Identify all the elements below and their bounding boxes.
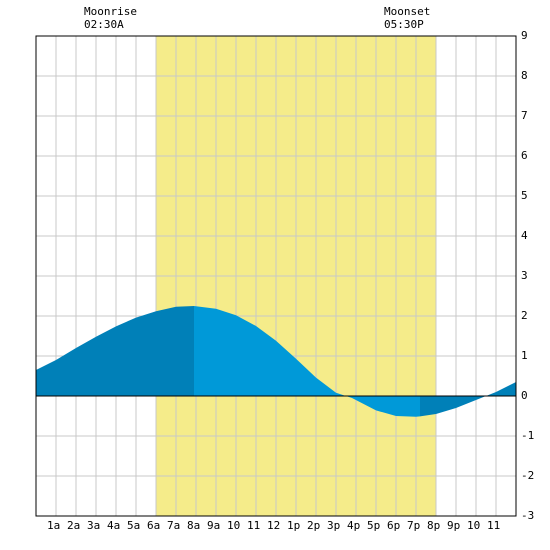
x-tick-label: 10 bbox=[467, 519, 481, 532]
x-tick-label: 12 bbox=[267, 519, 281, 532]
y-tick-label: 1 bbox=[521, 349, 528, 362]
tide-area-falling bbox=[194, 306, 420, 417]
y-tick-label: 5 bbox=[521, 189, 528, 202]
x-tick-label: 8p bbox=[427, 519, 441, 532]
x-tick-label: 7a bbox=[167, 519, 181, 532]
x-tick-label: 7p bbox=[407, 519, 421, 532]
x-tick-label: 11 bbox=[247, 519, 261, 532]
moonrise-time: 02:30A bbox=[84, 18, 124, 31]
x-tick-label: 8a bbox=[187, 519, 201, 532]
y-tick-label: 6 bbox=[521, 149, 528, 162]
y-tick-label: 0 bbox=[521, 389, 528, 402]
y-tick-label: 4 bbox=[521, 229, 528, 242]
plot-frame bbox=[35, 35, 517, 517]
y-tick-label: 7 bbox=[521, 109, 528, 122]
x-tick-label: 5p bbox=[367, 519, 381, 532]
y-tick-label: 9 bbox=[521, 29, 528, 42]
y-tick-label: -2 bbox=[521, 469, 535, 482]
x-tick-label: 2a bbox=[67, 519, 81, 532]
x-tick-label: 9p bbox=[447, 519, 461, 532]
y-tick-label: -1 bbox=[521, 429, 535, 442]
tide-area-rising bbox=[420, 382, 516, 417]
x-tick-label: 10 bbox=[227, 519, 241, 532]
x-tick-label: 11 bbox=[487, 519, 501, 532]
x-tick-label: 4p bbox=[347, 519, 361, 532]
x-tick-label: 9a bbox=[207, 519, 221, 532]
x-tick-label: 2p bbox=[307, 519, 321, 532]
x-tick-label: 6p bbox=[387, 519, 401, 532]
moonset-label: Moonset bbox=[384, 5, 431, 18]
moonset-time: 05:30P bbox=[384, 18, 424, 31]
y-tick-label: 8 bbox=[521, 69, 528, 82]
x-tick-label: 6a bbox=[147, 519, 161, 532]
x-tick-label: 1p bbox=[287, 519, 301, 532]
y-tick-label: 3 bbox=[521, 269, 528, 282]
tide-area-rising bbox=[36, 306, 194, 396]
x-tick-label: 1a bbox=[47, 519, 61, 532]
x-tick-label: 3a bbox=[87, 519, 101, 532]
x-tick-label: 5a bbox=[127, 519, 141, 532]
y-tick-label: -3 bbox=[521, 509, 535, 522]
moonrise-label: Moonrise bbox=[84, 5, 137, 18]
x-tick-label: 3p bbox=[327, 519, 341, 532]
x-tick-label: 4a bbox=[107, 519, 121, 532]
y-tick-label: 2 bbox=[521, 309, 528, 322]
